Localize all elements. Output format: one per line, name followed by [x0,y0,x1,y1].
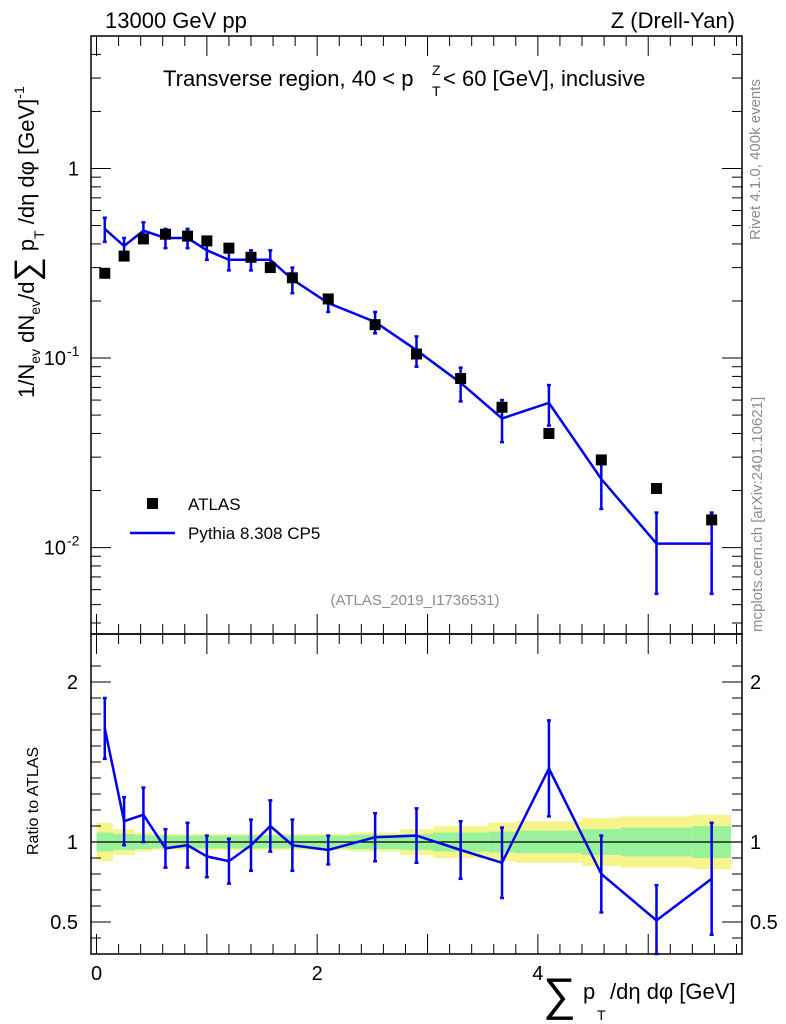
legend: ATLAS Pythia 8.308 CP5 [130,495,320,543]
region-title-main: Transverse region, 40 < p [163,66,414,91]
atlas-data-point [650,482,662,494]
ratio-ytick-label-right: 0.5 [750,912,778,934]
atlas-data-point [496,401,508,413]
main-panel: 110-110-2 [44,35,743,635]
main-ylabel-text: 1/Nev dNev/d∑ pT /dη dφ [GeV]-1 [8,86,47,398]
xtick-label: 0 [91,963,102,985]
xtick-label: 2 [312,963,323,985]
main-ytick-exponent: -1 [67,343,80,359]
region-title-sup: Z [432,62,441,78]
atlas-data-point [322,293,334,305]
legend-data-marker [147,498,158,509]
atlas-data-point [223,242,235,254]
region-title-sub: T [432,83,441,99]
atlas-data-point [455,372,467,384]
energy-label: 13000 GeV pp [105,8,247,33]
atlas-data-point [201,235,213,247]
ratio-ytick-label-left: 2 [67,672,78,694]
region-title: Transverse region, 40 < p Z T < 60 [GeV]… [163,62,645,99]
atlas-data-point [411,348,422,360]
atlas-data-point [137,233,149,245]
main-ytick-label: 1 [68,158,79,180]
atlas-data-point [595,454,607,466]
atlas-data-point [264,262,276,274]
legend-data-label: ATLAS [188,495,241,514]
legend-mc-label: Pythia 8.308 CP5 [188,524,320,543]
atlas-data-point [159,228,171,240]
ratio-ytick-label-right: 1 [750,832,761,854]
ratio-frame [90,633,743,955]
ratio-panel: 0 2 4 2 2 1 1 0.5 0.5 [50,633,778,985]
analysis-id: (ATLAS_2019_I1736531) [330,592,499,609]
xlabel: ∑ p T /dη dφ [GeV] [543,968,736,1023]
ratio-ytick-label-left: 0.5 [50,912,78,934]
ratio-ylabel: Ratio to ATLAS [25,747,42,855]
xlabel-tail: /dη dφ [GeV] [610,979,736,1004]
atlas-data-point [245,251,257,263]
main-frame [90,35,743,635]
main-ylabel: 1/Nev dNev/d∑ pT /dη dφ [GeV]-1 [8,86,47,398]
atlas-data-point [369,319,381,331]
main-ytick-label: 10 [44,348,66,370]
rivet-version: Rivet 4.1.0, 400k events [747,79,764,240]
xlabel-sum-symbol: ∑ [543,968,576,1020]
atlas-data-point [543,427,555,439]
atlas-data-point [286,272,298,284]
atlas-data-point [182,230,194,242]
atlas-data-point [706,514,718,526]
ratio-ytick-label-right: 2 [750,672,761,694]
atlas-data-point [99,267,111,279]
xtick-label: 4 [532,963,543,985]
main-ytick-exponent: -2 [67,533,80,549]
main-ytick-label: 10 [44,538,66,560]
region-title-tail: < 60 [GeV], inclusive [443,66,645,91]
mcplots-credit: mcplots.cern.ch [arXiv:2401.10621] [749,397,766,632]
ratio-ytick-label-left: 1 [67,832,78,854]
xlabel-p: p [583,979,595,1004]
xlabel-sub: T [597,1007,606,1023]
atlas-data-point [118,250,130,262]
process-label: Z (Drell-Yan) [611,8,735,33]
